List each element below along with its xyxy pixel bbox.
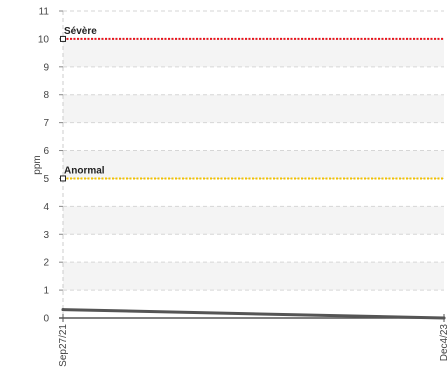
y-tick-label: 5 [43, 174, 49, 185]
threshold-marker [60, 175, 66, 182]
x-tick-label: Dec4/23 [439, 324, 448, 362]
y-tick-label: 3 [43, 230, 49, 241]
series-line [61, 308, 446, 320]
y-tick-label: 10 [38, 34, 50, 45]
plot-bands [63, 38, 444, 291]
y-tick-label: 11 [39, 7, 50, 18]
grid-band [63, 94, 444, 123]
y-tick-label: 6 [43, 146, 49, 157]
y-tick-label: 0 [43, 314, 49, 325]
y-tick-label: 2 [43, 258, 49, 269]
y-axis-label: ppm [32, 155, 43, 174]
y-tick-label: 9 [43, 62, 49, 73]
x-axis: Sep27/21 Dec4/23 [58, 314, 448, 367]
grid-band [63, 38, 444, 67]
threshold-marker [60, 35, 66, 42]
x-tick-label: Sep27/21 [58, 324, 69, 367]
grid-band [63, 206, 444, 235]
y-tick-label: 4 [43, 202, 49, 213]
y-tick-label: 7 [43, 118, 49, 129]
data-point [61, 308, 65, 312]
grid-band [63, 150, 444, 179]
series-layer [61, 308, 446, 320]
threshold-label: Anormal [64, 165, 105, 176]
y-tick-label: 1 [43, 286, 49, 297]
y-tick-label: 8 [43, 90, 49, 101]
grid-band [63, 262, 444, 291]
threshold-lines: Sévère Anormal [60, 26, 444, 182]
data-point [442, 316, 446, 320]
threshold-label: Sévère [64, 26, 97, 37]
